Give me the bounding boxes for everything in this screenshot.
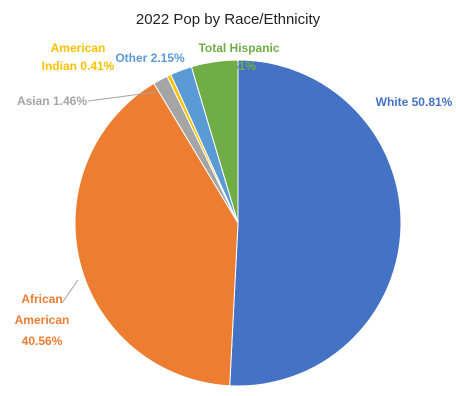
slice-total-hispanic bbox=[190, 59, 239, 224]
slice-label-line: Total Hispanic bbox=[198, 41, 279, 55]
slice-label-line: African bbox=[21, 292, 62, 306]
slice-label-line: Asian 1.46% bbox=[17, 94, 87, 108]
slice-label-white: White 50.81% bbox=[376, 95, 453, 109]
leader-line-african-american bbox=[61, 279, 79, 304]
slice-label-line: Other 2.15% bbox=[115, 51, 185, 65]
slice-label-american-indian: American Indian 0.41% bbox=[42, 41, 115, 73]
slice-label-line: 4.61% bbox=[222, 59, 256, 73]
slice-label-asian: Asian 1.46% bbox=[17, 94, 87, 108]
slice-label-other: Other 2.15% bbox=[115, 51, 185, 65]
leader-line-asian bbox=[87, 91, 157, 102]
slice-label-line: Indian 0.41% bbox=[42, 59, 115, 73]
slices-layer bbox=[74, 59, 402, 387]
chart-title: 2022 Pop by Race/Ethnicity bbox=[136, 11, 321, 28]
leaders-layer bbox=[61, 91, 157, 304]
labels-layer: White 50.81% African American 40.56% Asian 1… bbox=[15, 41, 453, 348]
slice-white bbox=[229, 59, 402, 387]
slice-label-total-hispanic: Total Hispanic 4.61% bbox=[198, 41, 279, 73]
slice-label-line: White 50.81% bbox=[376, 95, 453, 109]
slice-label-african-american: African American 40.56% bbox=[15, 292, 70, 348]
slice-label-line: American bbox=[15, 313, 70, 327]
slice-label-line: 40.56% bbox=[22, 334, 63, 348]
slice-african-american bbox=[74, 82, 239, 387]
slice-label-line: American bbox=[51, 41, 106, 55]
